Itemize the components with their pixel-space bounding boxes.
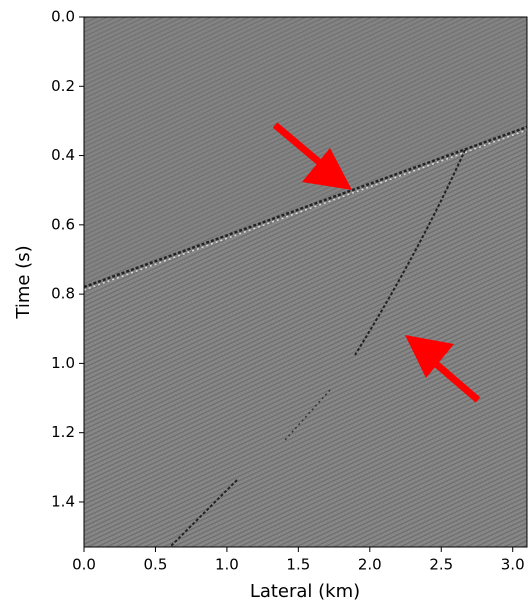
y-axis-label: Time (s) [13,245,34,319]
x-axis-label: Lateral (km) [250,581,360,602]
y-tick-label: 0.8 [51,285,75,303]
y-tick-label: 0.2 [51,77,75,95]
x-tick-label: 2.5 [429,556,453,574]
y-tick-label: 1.0 [51,354,75,372]
x-tick-label: 1.0 [215,556,239,574]
y-tick-label: 0.4 [51,146,75,164]
plot-frame [83,16,528,548]
y-tick-label: 0.6 [51,215,75,233]
seismic-image [84,17,527,547]
x-tick-label: 3.0 [501,556,525,574]
y-tick-label: 1.2 [51,423,75,441]
x-tick-label: 0.0 [72,556,96,574]
x-tick-label: 1.5 [286,556,310,574]
x-tick-label: 2.0 [358,556,382,574]
y-tick-label: 1.4 [51,492,75,510]
x-tick-label: 0.5 [144,556,168,574]
annotation-arrow [272,122,481,403]
y-tick-label: 0.0 [51,8,75,26]
